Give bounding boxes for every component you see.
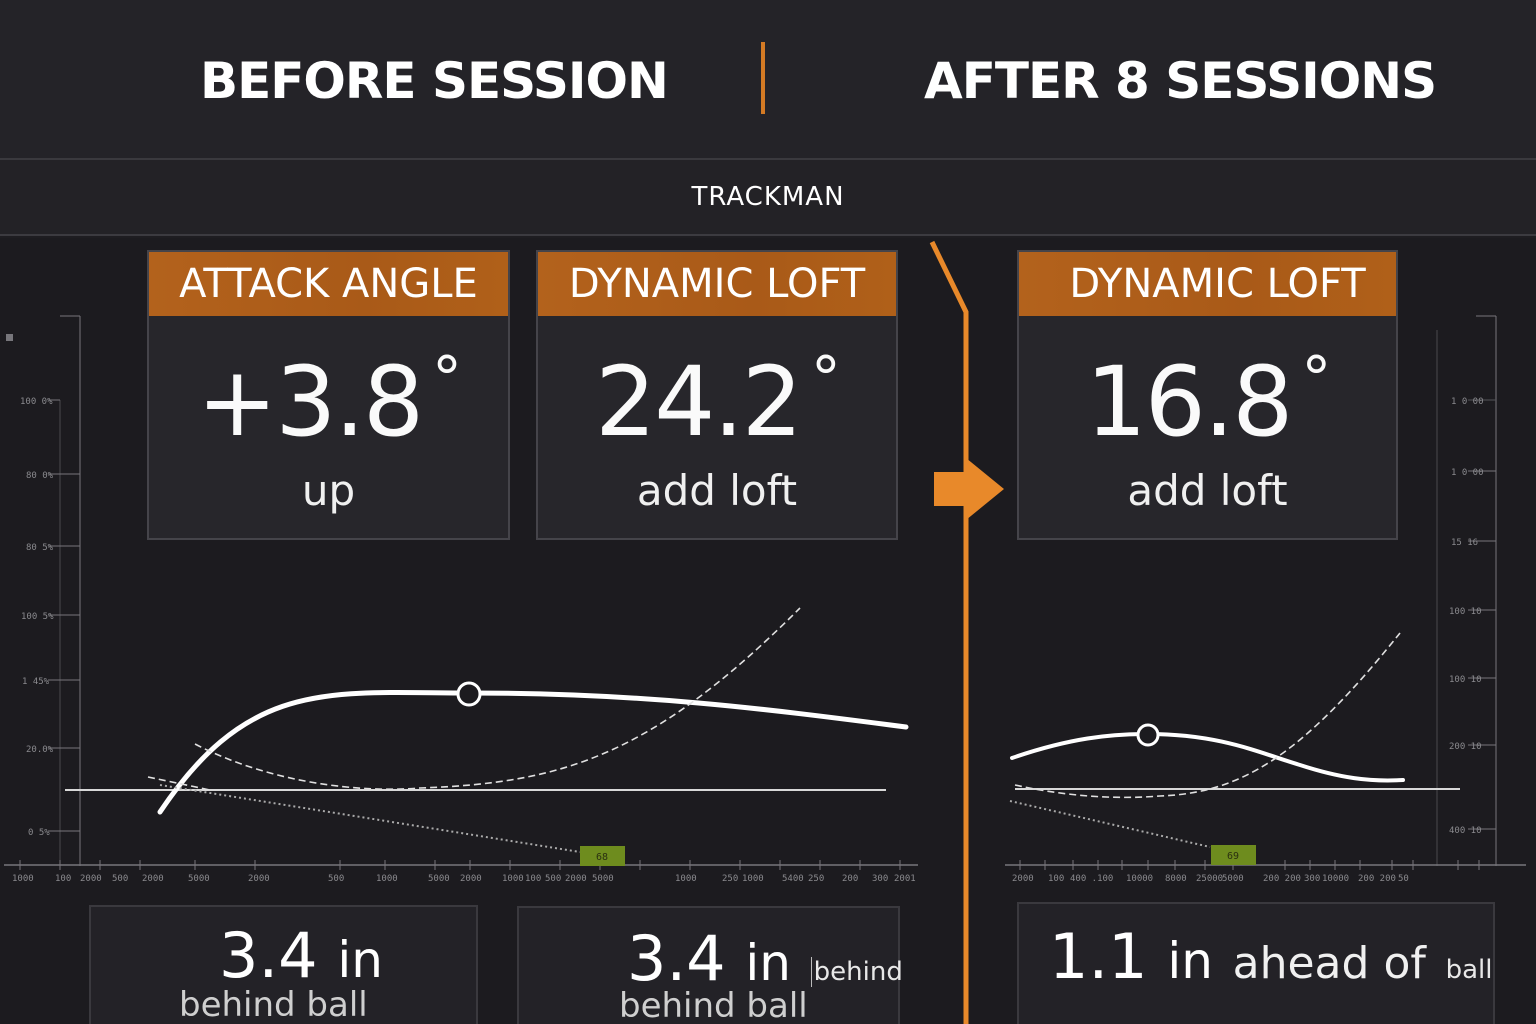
before-loft-path: [194, 607, 801, 790]
card-subtitle: add loft: [636, 466, 798, 515]
svg-text:5000: 5000: [1222, 874, 1244, 884]
after-club-path: [1010, 731, 1405, 783]
svg-text:100: 100: [525, 874, 541, 884]
svg-text:200 200: 200 200: [1358, 874, 1396, 884]
after-marker-badge: [1211, 845, 1256, 865]
before-title: BEFORE SESSION: [200, 52, 669, 110]
svg-text:500: 500: [545, 874, 561, 884]
header-divider: [761, 42, 765, 114]
swing-charts: 100 0% 80 0% 80 5% 100 5% 1 45% 20.0% 0 …: [4, 240, 1526, 1024]
after-low-point-marker: [1136, 723, 1160, 747]
dynamic-loft-after-card: DYNAMIC LOFT 16.8 ° add loft: [1017, 250, 1398, 540]
attack-angle-card: ATTACK ANGLE +3.8 ° up: [147, 250, 510, 540]
svg-text:8000: 8000: [1165, 874, 1187, 884]
before-attack-line: [159, 784, 581, 853]
svg-text:500: 500: [112, 874, 128, 884]
before-club-path: [157, 690, 909, 815]
before-impact-panel-2: 3.4 in behind behind ball: [517, 906, 903, 1024]
impact-value: 1.1 in ahead of ball: [1049, 920, 1493, 993]
svg-text:100 10: 100 10: [1449, 607, 1482, 617]
svg-text:100 5%: 100 5%: [21, 612, 54, 622]
svg-text:250: 250: [722, 874, 738, 884]
svg-text:100 0%: 100 0%: [20, 397, 53, 407]
svg-text:2000: 2000: [248, 874, 270, 884]
after-y-axis: [1436, 315, 1497, 866]
svg-text:2000: 2000: [80, 874, 102, 884]
svg-text:2000: 2000: [565, 874, 587, 884]
impact-value: 3.4 in: [219, 919, 383, 992]
after-attack-line: [1009, 800, 1211, 848]
brand-label: TRACKMAN: [691, 182, 845, 212]
impact-subtitle: behind ball: [619, 986, 808, 1024]
svg-text:400 .100: 400 .100: [1070, 874, 1113, 884]
brand-bar: TRACKMAN: [0, 160, 1536, 236]
header: BEFORE SESSION AFTER 8 SESSIONS: [0, 0, 1536, 160]
svg-text:10000: 10000: [1126, 874, 1153, 884]
svg-text:2000: 2000: [142, 874, 164, 884]
svg-text:200 10: 200 10: [1449, 742, 1482, 752]
svg-text:69: 69: [1227, 851, 1239, 862]
card-subtitle: add loft: [1127, 466, 1288, 515]
legend-square-icon: [6, 334, 13, 341]
svg-text:68: 68: [596, 852, 608, 863]
svg-text:5000: 5000: [428, 874, 450, 884]
svg-text:100: 100: [55, 874, 71, 884]
svg-text:10000: 10000: [1322, 874, 1349, 884]
svg-text:25000: 25000: [1196, 874, 1223, 884]
card-title: DYNAMIC LOFT: [1019, 252, 1396, 316]
svg-text:0 5%: 0 5%: [28, 828, 50, 838]
dynamic-loft-before-card: DYNAMIC LOFT 24.2 ° add loft: [536, 250, 898, 540]
svg-text:500: 500: [328, 874, 344, 884]
svg-text:300: 300: [872, 874, 888, 884]
before-marker-badge: [580, 846, 625, 866]
card-value: 24.2 °: [595, 344, 841, 458]
svg-text:100 10: 100 10: [1449, 675, 1482, 685]
svg-text:1 0 00: 1 0 00: [1451, 397, 1484, 407]
after-title: AFTER 8 SESSIONS: [924, 52, 1437, 110]
before-y-axis: [48, 315, 81, 866]
svg-text:1000: 1000: [376, 874, 398, 884]
svg-text:50: 50: [1398, 874, 1409, 884]
before-low-point-marker: [456, 681, 482, 707]
svg-text:1000: 1000: [502, 874, 524, 884]
card-value: 16.8 °: [1085, 344, 1332, 458]
card-title: ATTACK ANGLE: [149, 252, 508, 316]
progress-arrow-icon: [929, 240, 1004, 1024]
svg-text:1 0 00: 1 0 00: [1451, 468, 1484, 478]
card-title: DYNAMIC LOFT: [538, 252, 896, 316]
svg-text:80 5%: 80 5%: [26, 543, 54, 553]
impact-value: 3.4 in behind: [627, 922, 903, 995]
svg-text:80 0%: 80 0%: [26, 471, 54, 481]
svg-text:1000: 1000: [742, 874, 764, 884]
after-impact-panel: 1.1 in ahead of ball: [1017, 902, 1495, 1024]
svg-text:100: 100: [1048, 874, 1064, 884]
svg-text:15 16: 15 16: [1451, 538, 1478, 548]
svg-text:5400: 5400: [782, 874, 804, 884]
svg-text:2000: 2000: [460, 874, 482, 884]
svg-text:200 200: 200 200: [1263, 874, 1301, 884]
svg-text:200: 200: [842, 874, 858, 884]
svg-text:1 45%: 1 45%: [22, 677, 50, 687]
svg-text:2001: 2001: [894, 874, 916, 884]
svg-text:2000: 2000: [1012, 874, 1034, 884]
before-impact-panel-1: 3.4 in behind ball: [89, 905, 478, 1024]
svg-text:5000: 5000: [592, 874, 614, 884]
card-subtitle: up: [301, 466, 356, 515]
svg-text:400 10: 400 10: [1449, 826, 1482, 836]
svg-text:5000: 5000: [188, 874, 210, 884]
after-loft-path: [1014, 632, 1401, 799]
svg-text:1000: 1000: [675, 874, 697, 884]
card-value: +3.8 °: [196, 344, 462, 458]
svg-text:250: 250: [808, 874, 824, 884]
svg-text:1000: 1000: [12, 874, 34, 884]
svg-text:300: 300: [1304, 874, 1320, 884]
svg-text:20.0%: 20.0%: [26, 745, 54, 755]
impact-subtitle: behind ball: [179, 985, 368, 1024]
comparison-area: 100 0% 80 0% 80 5% 100 5% 1 45% 20.0% 0 …: [0, 238, 1536, 1024]
